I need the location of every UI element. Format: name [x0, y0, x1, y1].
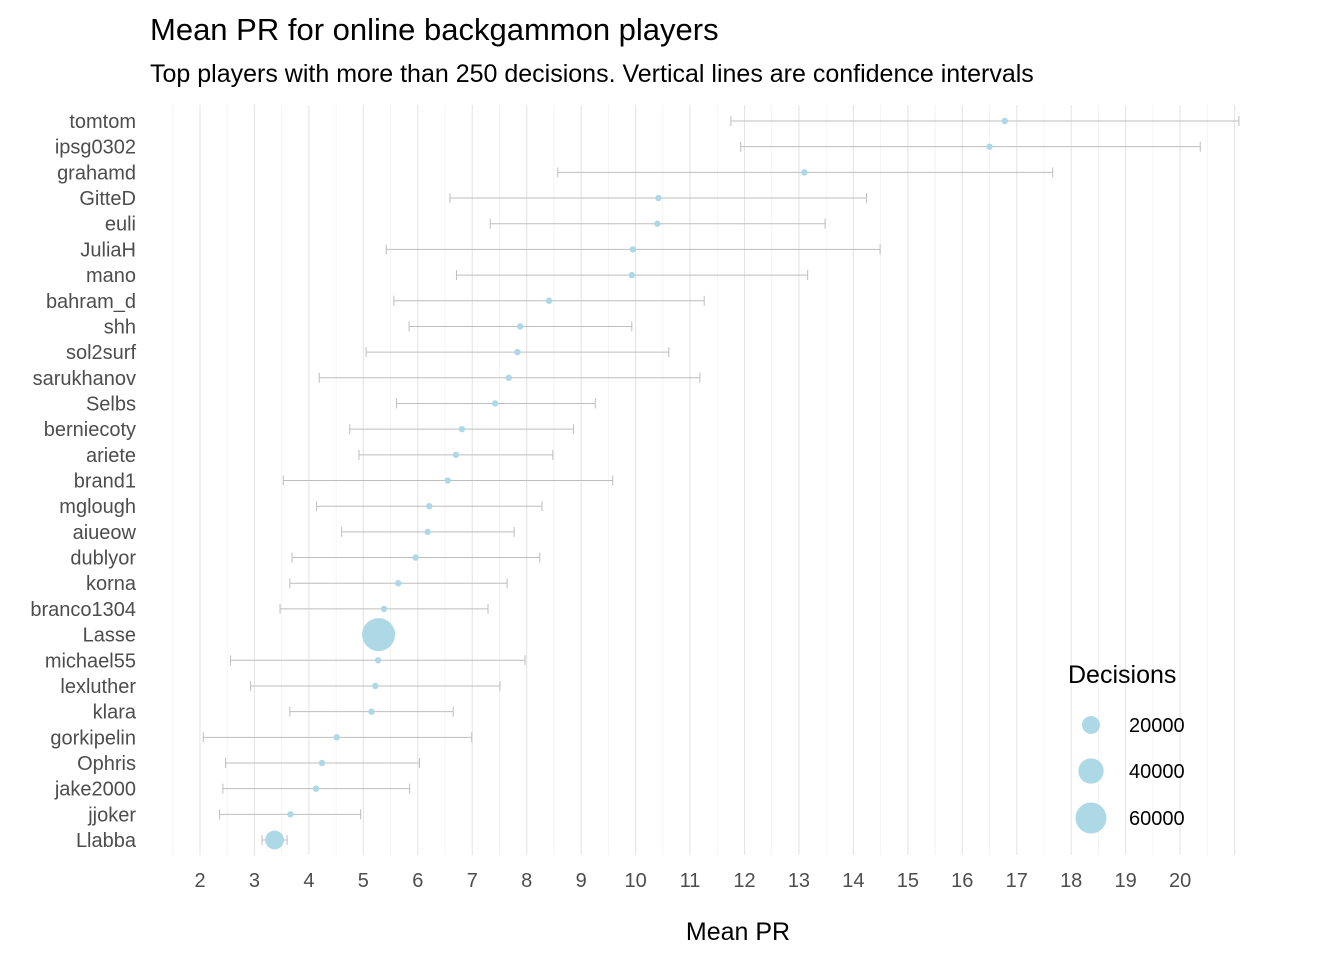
legend-title: Decisions [1068, 661, 1176, 689]
x-tick-label: 7 [467, 870, 478, 892]
data-point [629, 246, 637, 253]
data-point [426, 503, 433, 510]
y-tick-label: michael55 [45, 650, 136, 672]
data-point [444, 477, 451, 484]
y-tick-label: lexluther [60, 676, 136, 698]
y-tick-label: JuliaH [80, 239, 136, 261]
data-point [372, 682, 379, 690]
y-tick-label: jjoker [87, 804, 136, 826]
data-point [491, 400, 499, 407]
x-tick-label: 14 [842, 870, 864, 892]
y-tick-label: mglough [59, 496, 136, 518]
y-tick-label: korna [86, 573, 137, 595]
y-tick-label: Selbs [86, 393, 136, 415]
data-point [516, 323, 524, 330]
y-tick-label: grahamd [57, 162, 136, 184]
y-tick-label: berniecoty [44, 419, 136, 441]
y-tick-label: gorkipelin [50, 727, 136, 749]
data-point [1001, 117, 1008, 125]
x-tick-label: 19 [1115, 870, 1137, 892]
y-tick-label: bahram_d [46, 291, 136, 313]
y-tick-label: shh [104, 316, 136, 338]
x-tick-label: 12 [733, 870, 755, 892]
data-point [505, 374, 512, 381]
x-tick-label: 15 [897, 870, 919, 892]
x-tick-label: 6 [412, 870, 423, 892]
x-tick-label: 16 [951, 870, 973, 892]
data-point [368, 708, 375, 715]
y-tick-label: klara [93, 702, 137, 724]
x-tick-label: 4 [303, 870, 314, 892]
x-tick-label: 2 [194, 870, 205, 892]
data-point [333, 734, 340, 741]
x-tick-label: 13 [788, 870, 810, 892]
y-tick-label: Llabba [76, 830, 137, 852]
data-point [412, 554, 419, 561]
data-point [424, 528, 431, 536]
y-tick-label: brand1 [74, 471, 136, 493]
legend-label: 40000 [1129, 761, 1185, 783]
y-tick-label: dublyor [70, 548, 136, 570]
data-point [374, 657, 382, 664]
data-point [628, 271, 635, 279]
y-tick-label: Ophris [77, 753, 136, 775]
data-point [265, 830, 284, 850]
x-tick-label: 17 [1006, 870, 1028, 892]
x-tick-label: 10 [624, 870, 646, 892]
x-tick-label: 11 [680, 870, 701, 892]
data-point [362, 618, 396, 652]
y-tick-label: tomtom [69, 111, 136, 133]
y-tick-label: ipsg0302 [55, 137, 136, 159]
chart-title: Mean PR for online backgammon players [150, 12, 719, 47]
y-tick-label: ariete [86, 445, 136, 467]
y-tick-label: mano [86, 265, 136, 287]
y-tick-label: branco1304 [30, 599, 136, 621]
data-point [318, 759, 326, 767]
data-point [452, 451, 460, 459]
data-point [654, 220, 661, 227]
x-tick-label: 18 [1060, 870, 1082, 892]
data-point [801, 169, 808, 176]
data-point [394, 580, 402, 587]
legend-key [1078, 758, 1104, 784]
data-point [655, 194, 662, 202]
x-axis-title: Mean PR [686, 918, 790, 946]
data-point [458, 425, 466, 433]
y-tick-label: Lasse [83, 625, 136, 647]
y-tick-label: euli [105, 214, 136, 236]
y-tick-label: sarukhanov [33, 368, 136, 390]
legend-key [1075, 802, 1107, 834]
legend-label: 20000 [1129, 715, 1185, 737]
data-point [545, 297, 553, 304]
data-point [312, 785, 320, 792]
x-tick-label: 9 [576, 870, 587, 892]
y-tick-label: sol2surf [66, 342, 136, 364]
x-tick-label: 20 [1169, 870, 1191, 892]
x-tick-label: 3 [249, 870, 260, 892]
legend-key [1082, 716, 1100, 734]
x-tick-label: 5 [358, 870, 369, 892]
data-point [287, 811, 294, 818]
data-point [986, 143, 993, 150]
legend-label: 60000 [1129, 808, 1185, 830]
chart-subtitle: Top players with more than 250 decisions… [150, 60, 1034, 88]
y-tick-label: jake2000 [54, 779, 136, 801]
y-tick-label: aiueow [73, 522, 137, 544]
y-tick-label: GitteD [79, 188, 136, 210]
x-tick-label: 8 [521, 870, 532, 892]
data-point [380, 605, 388, 613]
data-point [514, 348, 521, 356]
